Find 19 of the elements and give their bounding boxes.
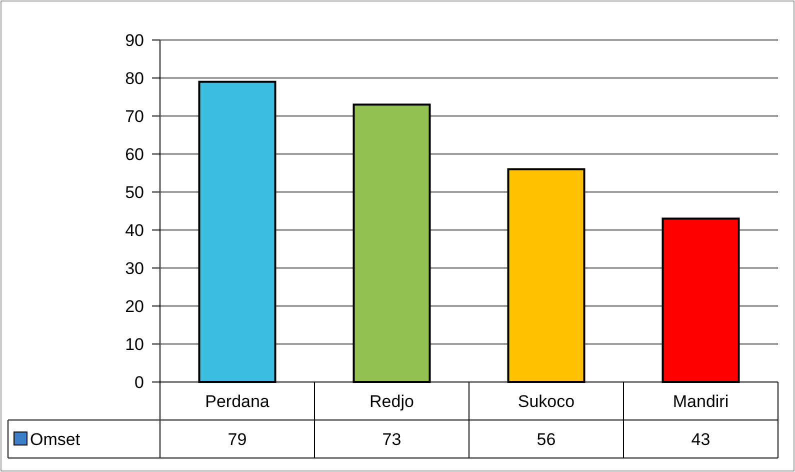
y-tick-label: 50: [125, 182, 144, 202]
data-label: 56: [536, 430, 556, 449]
y-tick-label: 60: [125, 144, 144, 164]
y-tick-label: 90: [125, 30, 144, 50]
y-tick-label: 80: [125, 68, 144, 88]
y-tick-label: 30: [125, 258, 144, 278]
x-tick-label: Mandiri: [672, 392, 729, 411]
x-tick-label: Perdana: [205, 392, 270, 411]
data-label: 43: [691, 430, 710, 449]
x-tick-label: Sukoco: [518, 392, 575, 411]
y-tick-label: 40: [125, 220, 144, 240]
y-tick-label: 70: [125, 106, 144, 126]
y-tick-label: 20: [125, 296, 144, 316]
data-label: 79: [228, 430, 247, 449]
y-tick-label: 10: [125, 334, 144, 354]
text: Omset: [30, 430, 80, 449]
y-tick-label: 0: [134, 372, 144, 392]
x-tick-label: Redjo: [370, 392, 414, 411]
data-label: 73: [382, 430, 402, 449]
